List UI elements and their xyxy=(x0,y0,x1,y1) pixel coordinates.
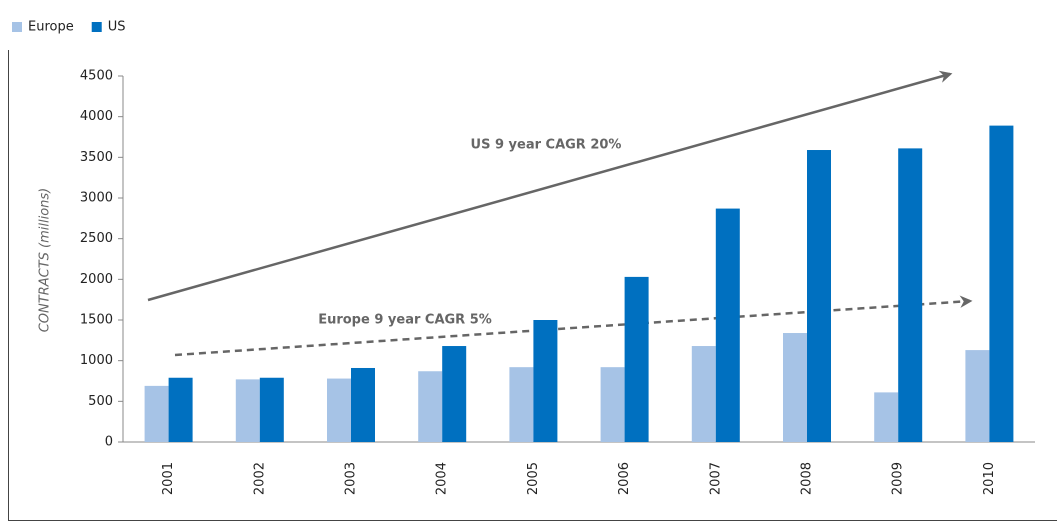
annotation: US 9 year CAGR 20% xyxy=(471,138,622,153)
bar xyxy=(168,377,193,442)
legend-swatch xyxy=(12,22,22,32)
x-tick-label: 2002 xyxy=(252,462,267,495)
legend-label: Europe xyxy=(28,20,74,35)
y-tick-label: 500 xyxy=(88,394,113,409)
bar xyxy=(418,371,443,442)
y-tick-label: 3500 xyxy=(80,150,113,165)
bar xyxy=(898,148,923,443)
bar xyxy=(989,125,1014,442)
arrow xyxy=(147,70,953,302)
bar xyxy=(691,346,716,442)
bar xyxy=(874,392,899,442)
x-tick-label: 2003 xyxy=(344,462,359,495)
bar xyxy=(327,378,351,442)
x-tick-label: 2008 xyxy=(800,462,815,495)
y-tick-label: 4500 xyxy=(80,69,113,84)
x-tick-label: 2009 xyxy=(891,462,906,495)
x-tick-label: 2006 xyxy=(617,462,632,495)
bar xyxy=(442,346,467,442)
y-tick-label: 2500 xyxy=(80,231,113,246)
x-tick-label: 2001 xyxy=(161,462,176,495)
bar xyxy=(624,276,649,442)
x-tick-label: 2007 xyxy=(708,462,723,495)
bar xyxy=(259,377,284,442)
bar xyxy=(807,150,831,442)
bar xyxy=(509,367,534,442)
annotation: Europe 9 year CAGR 5% xyxy=(318,313,492,328)
y-axis-label: CONTRACTS (millions) xyxy=(38,188,53,333)
bar xyxy=(715,208,740,442)
legend-swatch xyxy=(91,22,102,32)
bar xyxy=(965,350,990,442)
legend-label: US xyxy=(108,20,126,35)
y-tick-label: 1000 xyxy=(80,353,113,368)
y-tick-label: 4000 xyxy=(80,109,113,124)
x-tick-label: 2004 xyxy=(435,462,450,495)
bar xyxy=(144,385,169,442)
bar xyxy=(351,367,375,442)
x-tick-label: 2010 xyxy=(982,462,997,495)
y-tick-label: 3000 xyxy=(80,191,113,206)
y-tick-label: 2000 xyxy=(80,272,113,287)
bar xyxy=(533,320,558,442)
arrow xyxy=(174,295,973,357)
bar xyxy=(783,333,807,442)
y-tick-label: 0 xyxy=(105,435,113,450)
bar xyxy=(235,379,260,442)
x-tick-label: 2005 xyxy=(526,462,541,495)
bar xyxy=(600,367,625,442)
y-tick-label: 1500 xyxy=(80,313,113,328)
